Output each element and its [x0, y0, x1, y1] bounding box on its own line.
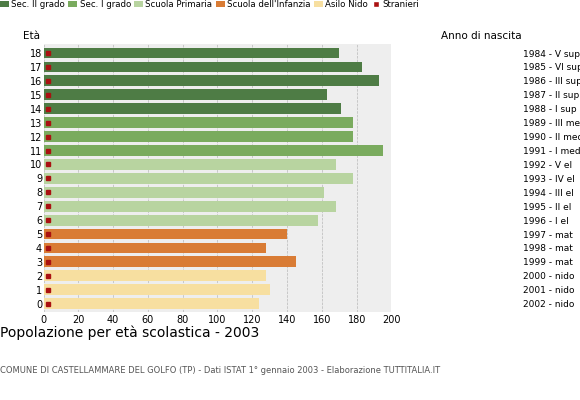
- Bar: [44, 270, 266, 281]
- Text: Anno di nascita: Anno di nascita: [441, 31, 522, 41]
- Bar: [44, 242, 266, 253]
- Bar: [44, 187, 324, 198]
- Bar: [44, 117, 353, 128]
- Bar: [44, 159, 336, 170]
- Bar: [44, 201, 336, 212]
- Text: Età: Età: [23, 31, 40, 41]
- Bar: [44, 173, 353, 184]
- Legend: Sec. II grado, Sec. I grado, Scuola Primaria, Scuola dell'Infanzia, Asilo Nido, : Sec. II grado, Sec. I grado, Scuola Prim…: [0, 0, 419, 9]
- Bar: [44, 215, 318, 226]
- Bar: [44, 298, 259, 309]
- Bar: [44, 48, 339, 58]
- Bar: [44, 284, 270, 295]
- Bar: [44, 229, 287, 240]
- Text: Popolazione per età scolastica - 2003: Popolazione per età scolastica - 2003: [0, 326, 259, 340]
- Bar: [44, 103, 341, 114]
- Bar: [44, 131, 353, 142]
- Text: COMUNE DI CASTELLAMMARE DEL GOLFO (TP) - Dati ISTAT 1° gennaio 2003 - Elaborazio: COMUNE DI CASTELLAMMARE DEL GOLFO (TP) -…: [0, 366, 440, 375]
- Bar: [44, 62, 362, 72]
- Bar: [44, 89, 327, 100]
- Bar: [44, 145, 383, 156]
- Bar: [44, 76, 379, 86]
- Bar: [44, 256, 296, 267]
